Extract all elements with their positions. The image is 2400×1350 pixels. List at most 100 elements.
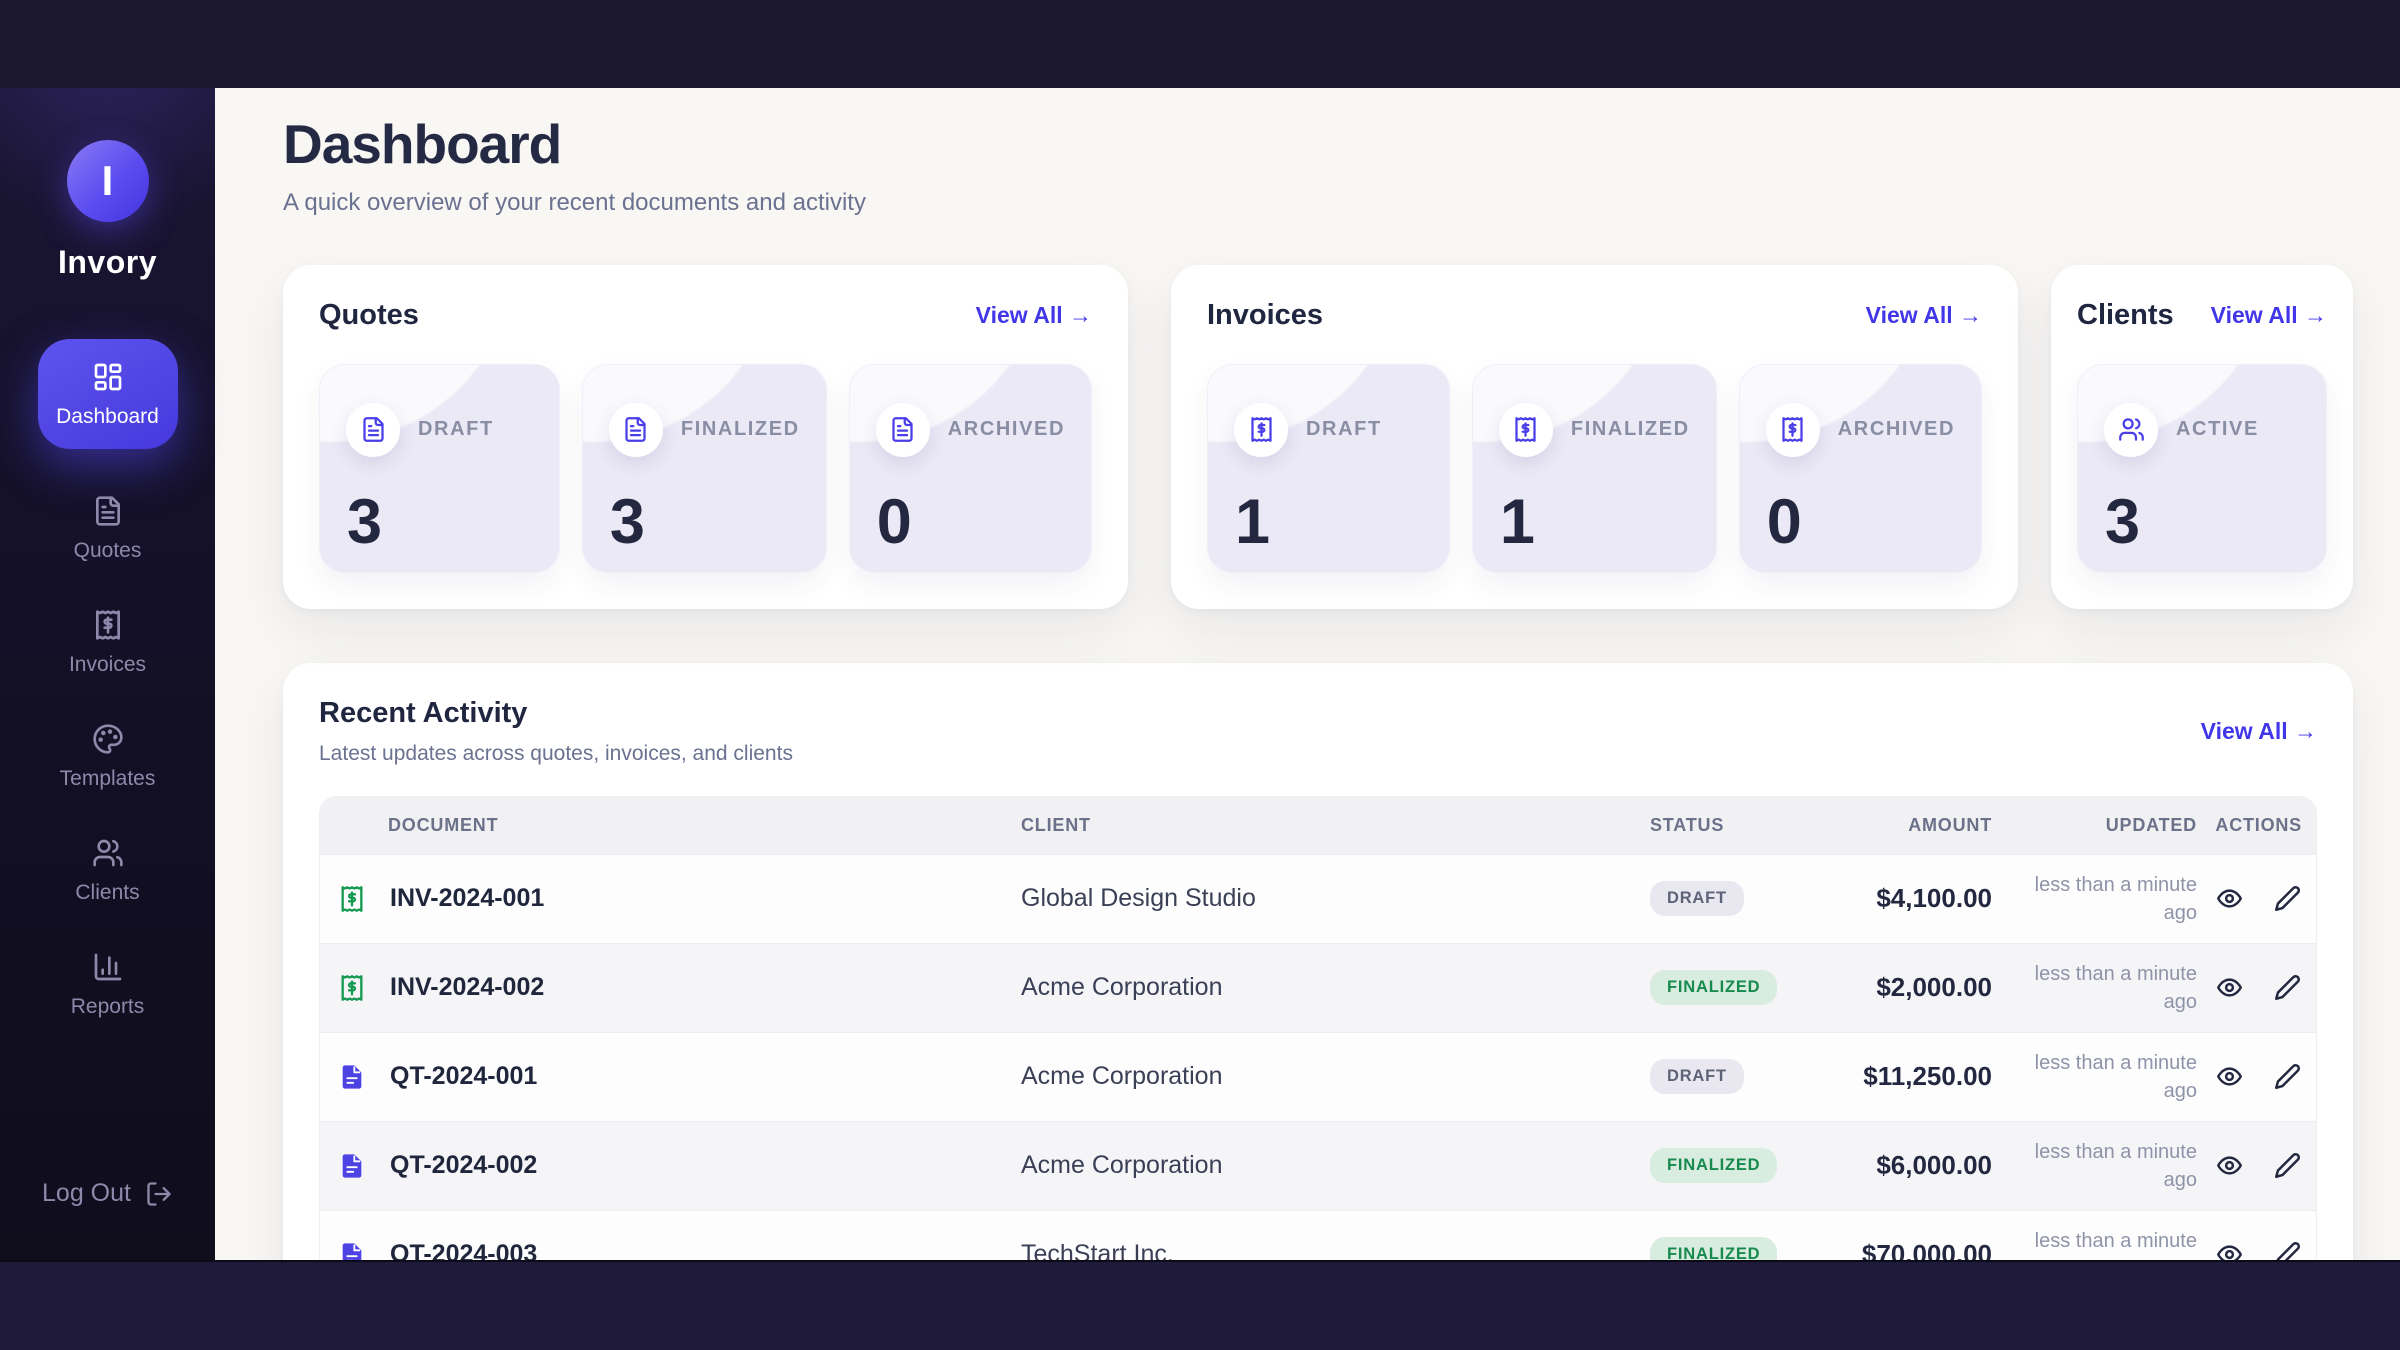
summary-cards-row: Quotes View All → DRAFT 3 FINALIZED 3 <box>283 264 2353 609</box>
invoices-view-all-link[interactable]: View All → <box>1865 301 1982 328</box>
app-logo-initial: I <box>101 157 114 204</box>
recent-activity-table: DOCUMENT CLIENT STATUS AMOUNT UPDATED AC… <box>319 795 2317 1262</box>
top-frame-bar <box>0 0 2400 88</box>
updated-time: less than a minute ago <box>2034 1051 2197 1102</box>
client-name: Global Design Studio <box>1021 884 1256 913</box>
status-badge: DRAFT <box>1650 881 1744 917</box>
stat-value: 1 <box>1499 486 1535 557</box>
users-icon <box>2104 402 2158 457</box>
sidebar-item-label: Quotes <box>73 539 142 562</box>
client-name: Acme Corporation <box>1021 973 1223 1002</box>
document-id: QT-2024-001 <box>390 1062 538 1091</box>
invoices-archived-stat-tile: ARCHIVED 0 <box>1738 363 1982 573</box>
file-text-icon <box>875 402 930 457</box>
pencil-icon[interactable] <box>2274 1241 2301 1262</box>
clients-view-all-link[interactable]: View All → <box>2210 301 2327 328</box>
eye-icon[interactable] <box>2216 885 2243 912</box>
quotes-view-all-link[interactable]: View All → <box>975 301 1092 328</box>
client-name: Acme Corporation <box>1021 1062 1223 1091</box>
document-id: QT-2024-002 <box>390 1151 538 1180</box>
page-subtitle: A quick overview of your recent document… <box>283 188 866 216</box>
stat-value: 3 <box>347 486 383 557</box>
file-text-icon <box>346 402 400 457</box>
column-header-actions: ACTIONS <box>2215 814 2302 835</box>
app-name: Invory <box>57 244 158 280</box>
column-header-amount: AMOUNT <box>1908 814 1992 835</box>
layout-dashboard-icon <box>92 361 124 393</box>
logout-label: Log Out <box>42 1179 131 1207</box>
receipt-icon <box>92 609 124 641</box>
sidebar-item-clients[interactable]: Clients <box>32 837 184 905</box>
pencil-icon[interactable] <box>2274 1152 2301 1179</box>
bottom-frame-bar <box>0 1262 2400 1350</box>
column-header-document: DOCUMENT <box>388 814 499 835</box>
clients-card-title: Clients <box>2077 298 2174 331</box>
file-text-icon <box>92 495 124 527</box>
receipt-icon <box>1234 402 1288 457</box>
file-text-icon <box>338 1241 366 1262</box>
sidebar-item-label: Dashboard <box>56 405 159 428</box>
pencil-icon[interactable] <box>2274 885 2301 912</box>
receipt-icon <box>1498 402 1553 457</box>
stat-label: ARCHIVED <box>1837 418 1955 441</box>
eye-icon[interactable] <box>2216 1152 2243 1179</box>
pencil-icon[interactable] <box>2274 974 2301 1001</box>
amount-value: $4,100.00 <box>1876 883 1992 914</box>
receipt-icon <box>338 974 366 1002</box>
sidebar-item-templates[interactable]: Templates <box>32 723 184 791</box>
sidebar-item-reports[interactable]: Reports <box>32 951 184 1019</box>
column-header-status: STATUS <box>1650 814 1725 835</box>
receipt-icon <box>338 885 366 913</box>
table-row: INV-2024-001 Global Design Studio DRAFT … <box>320 853 2316 943</box>
sidebar-item-label: Templates <box>59 767 156 790</box>
column-header-updated: UPDATED <box>2105 814 2197 835</box>
amount-value: $11,250.00 <box>1863 1061 1992 1092</box>
sidebar-item-quotes[interactable]: Quotes <box>32 495 184 563</box>
eye-icon[interactable] <box>2216 1241 2243 1262</box>
bar-chart-icon <box>92 951 124 983</box>
table-row: QT-2024-003 TechStart Inc. FINALIZED $70… <box>320 1209 2316 1262</box>
updated-time: less than a minute ago <box>2034 962 2197 1013</box>
invoices-card: Invoices View All → DRAFT 1 FINALIZED <box>1171 264 2018 609</box>
table-row: INV-2024-002 Acme Corporation FINALIZED … <box>320 942 2316 1032</box>
logout-icon <box>145 1180 173 1208</box>
sidebar-item-invoices[interactable]: Invoices <box>32 609 184 677</box>
stat-label: ACTIVE <box>2176 418 2259 441</box>
sidebar-item-label: Invoices <box>68 653 147 676</box>
app-logo: I <box>66 140 149 222</box>
stat-label: FINALIZED <box>680 418 800 441</box>
amount-value: $6,000.00 <box>1876 1150 1992 1181</box>
invoices-card-title: Invoices <box>1207 298 1324 331</box>
logout-button[interactable]: Log Out <box>42 1179 173 1208</box>
sidebar-item-label: Clients <box>75 881 140 904</box>
sidebar: I Invory Dashboard Quotes Invoices Templ… <box>0 88 215 1262</box>
recent-activity-view-all-link[interactable]: View All → <box>2200 717 2317 744</box>
receipt-icon <box>1765 402 1820 457</box>
eye-icon[interactable] <box>2216 1063 2243 1090</box>
quotes-finalized-stat-tile: FINALIZED 3 <box>581 363 827 573</box>
document-id: INV-2024-002 <box>390 973 545 1002</box>
status-badge: FINALIZED <box>1650 1237 1778 1262</box>
quotes-draft-stat-tile: DRAFT 3 <box>319 363 560 573</box>
table-row: QT-2024-001 Acme Corporation DRAFT $11,2… <box>320 1031 2316 1121</box>
client-name: Acme Corporation <box>1021 1151 1223 1180</box>
amount-value: $2,000.00 <box>1876 972 1992 1003</box>
sidebar-item-dashboard[interactable]: Dashboard <box>37 339 178 449</box>
client-name: TechStart Inc. <box>1021 1240 1174 1262</box>
invoices-draft-stat-tile: DRAFT 1 <box>1207 363 1450 573</box>
eye-icon[interactable] <box>2216 974 2243 1001</box>
column-header-client: CLIENT <box>1021 814 1091 835</box>
recent-activity-title: Recent Activity <box>319 696 528 729</box>
users-icon <box>92 837 124 869</box>
main-content: Dashboard A quick overview of your recen… <box>215 88 2400 1262</box>
stat-value: 0 <box>1766 486 1802 557</box>
stat-label: FINALIZED <box>1570 418 1690 441</box>
pencil-icon[interactable] <box>2274 1063 2301 1090</box>
updated-time: less than a minute ago <box>2034 1140 2197 1191</box>
recent-activity-subtitle: Latest updates across quotes, invoices, … <box>319 741 793 765</box>
recent-activity-card: Recent Activity Latest updates across qu… <box>283 662 2353 1262</box>
document-id: QT-2024-003 <box>390 1240 538 1262</box>
status-badge: FINALIZED <box>1650 970 1778 1006</box>
document-id: INV-2024-001 <box>390 884 545 913</box>
table-row: QT-2024-002 Acme Corporation FINALIZED $… <box>320 1120 2316 1210</box>
